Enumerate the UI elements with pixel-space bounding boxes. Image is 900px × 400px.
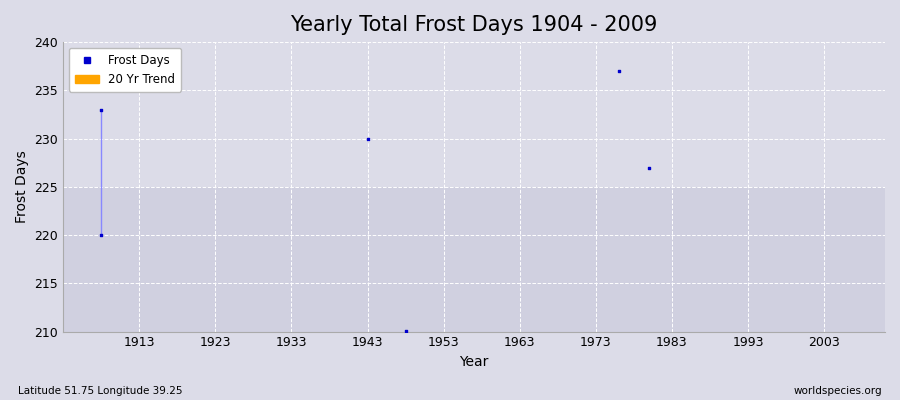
Title: Yearly Total Frost Days 1904 - 2009: Yearly Total Frost Days 1904 - 2009: [291, 15, 658, 35]
Point: [642, 164, 656, 171]
Point: [94, 232, 108, 238]
X-axis label: Year: Year: [459, 355, 489, 369]
Point: [360, 136, 374, 142]
Y-axis label: Frost Days: Frost Days: [15, 150, 29, 223]
Point: [399, 328, 413, 334]
Point: [94, 106, 108, 113]
Legend: Frost Days, 20 Yr Trend: Frost Days, 20 Yr Trend: [69, 48, 181, 92]
Point: [611, 68, 625, 74]
Text: Latitude 51.75 Longitude 39.25: Latitude 51.75 Longitude 39.25: [18, 386, 183, 396]
Point: [79, 48, 94, 55]
Bar: [63, 187, 885, 332]
Text: worldspecies.org: worldspecies.org: [794, 386, 882, 396]
